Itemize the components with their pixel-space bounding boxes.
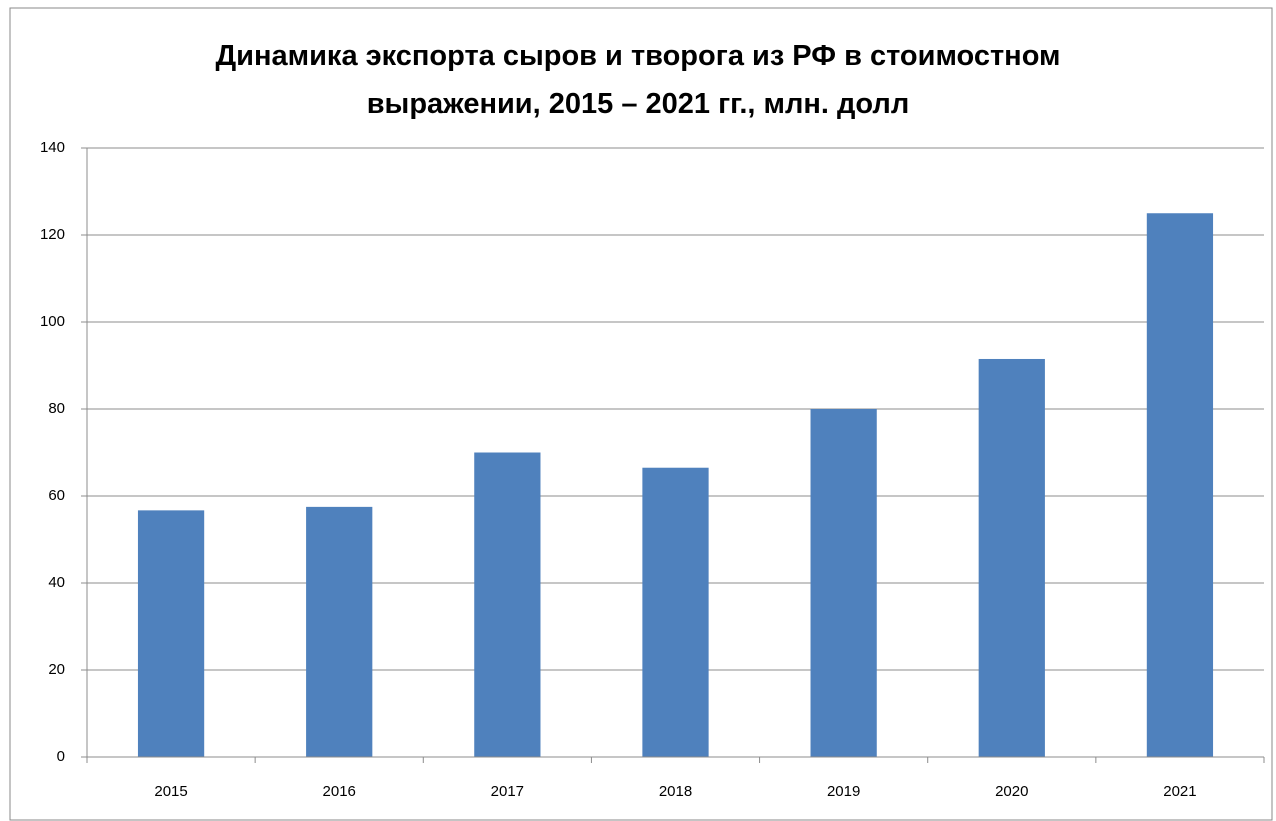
- bar: [810, 409, 877, 757]
- x-tick-label: 2016: [323, 783, 356, 800]
- y-tick-label: 20: [48, 661, 65, 678]
- y-tick-label: 40: [48, 574, 65, 591]
- x-tick-label: 2015: [154, 783, 187, 800]
- bar: [978, 358, 1045, 757]
- bar: [306, 506, 373, 757]
- bar: [137, 510, 205, 757]
- y-tick-label: 100: [40, 313, 65, 330]
- bar: [642, 467, 709, 757]
- bar: [1146, 213, 1214, 757]
- x-tick-label: 2019: [827, 783, 860, 800]
- bar: [474, 452, 541, 757]
- y-tick-label: 0: [57, 748, 65, 765]
- y-tick-label: 140: [40, 139, 65, 156]
- x-tick-label: 2021: [1163, 783, 1196, 800]
- y-tick-label: 60: [48, 487, 65, 504]
- chart-border: [9, 7, 1273, 821]
- x-tick-label: 2018: [659, 783, 692, 800]
- chart-title: Динамика экспорта сыров и творога из РФ …: [215, 40, 1061, 120]
- y-tick-label: 120: [40, 226, 65, 243]
- x-tick-label: 2020: [995, 783, 1028, 800]
- y-tick-label: 80: [48, 400, 65, 417]
- x-tick-label: 2017: [491, 783, 524, 800]
